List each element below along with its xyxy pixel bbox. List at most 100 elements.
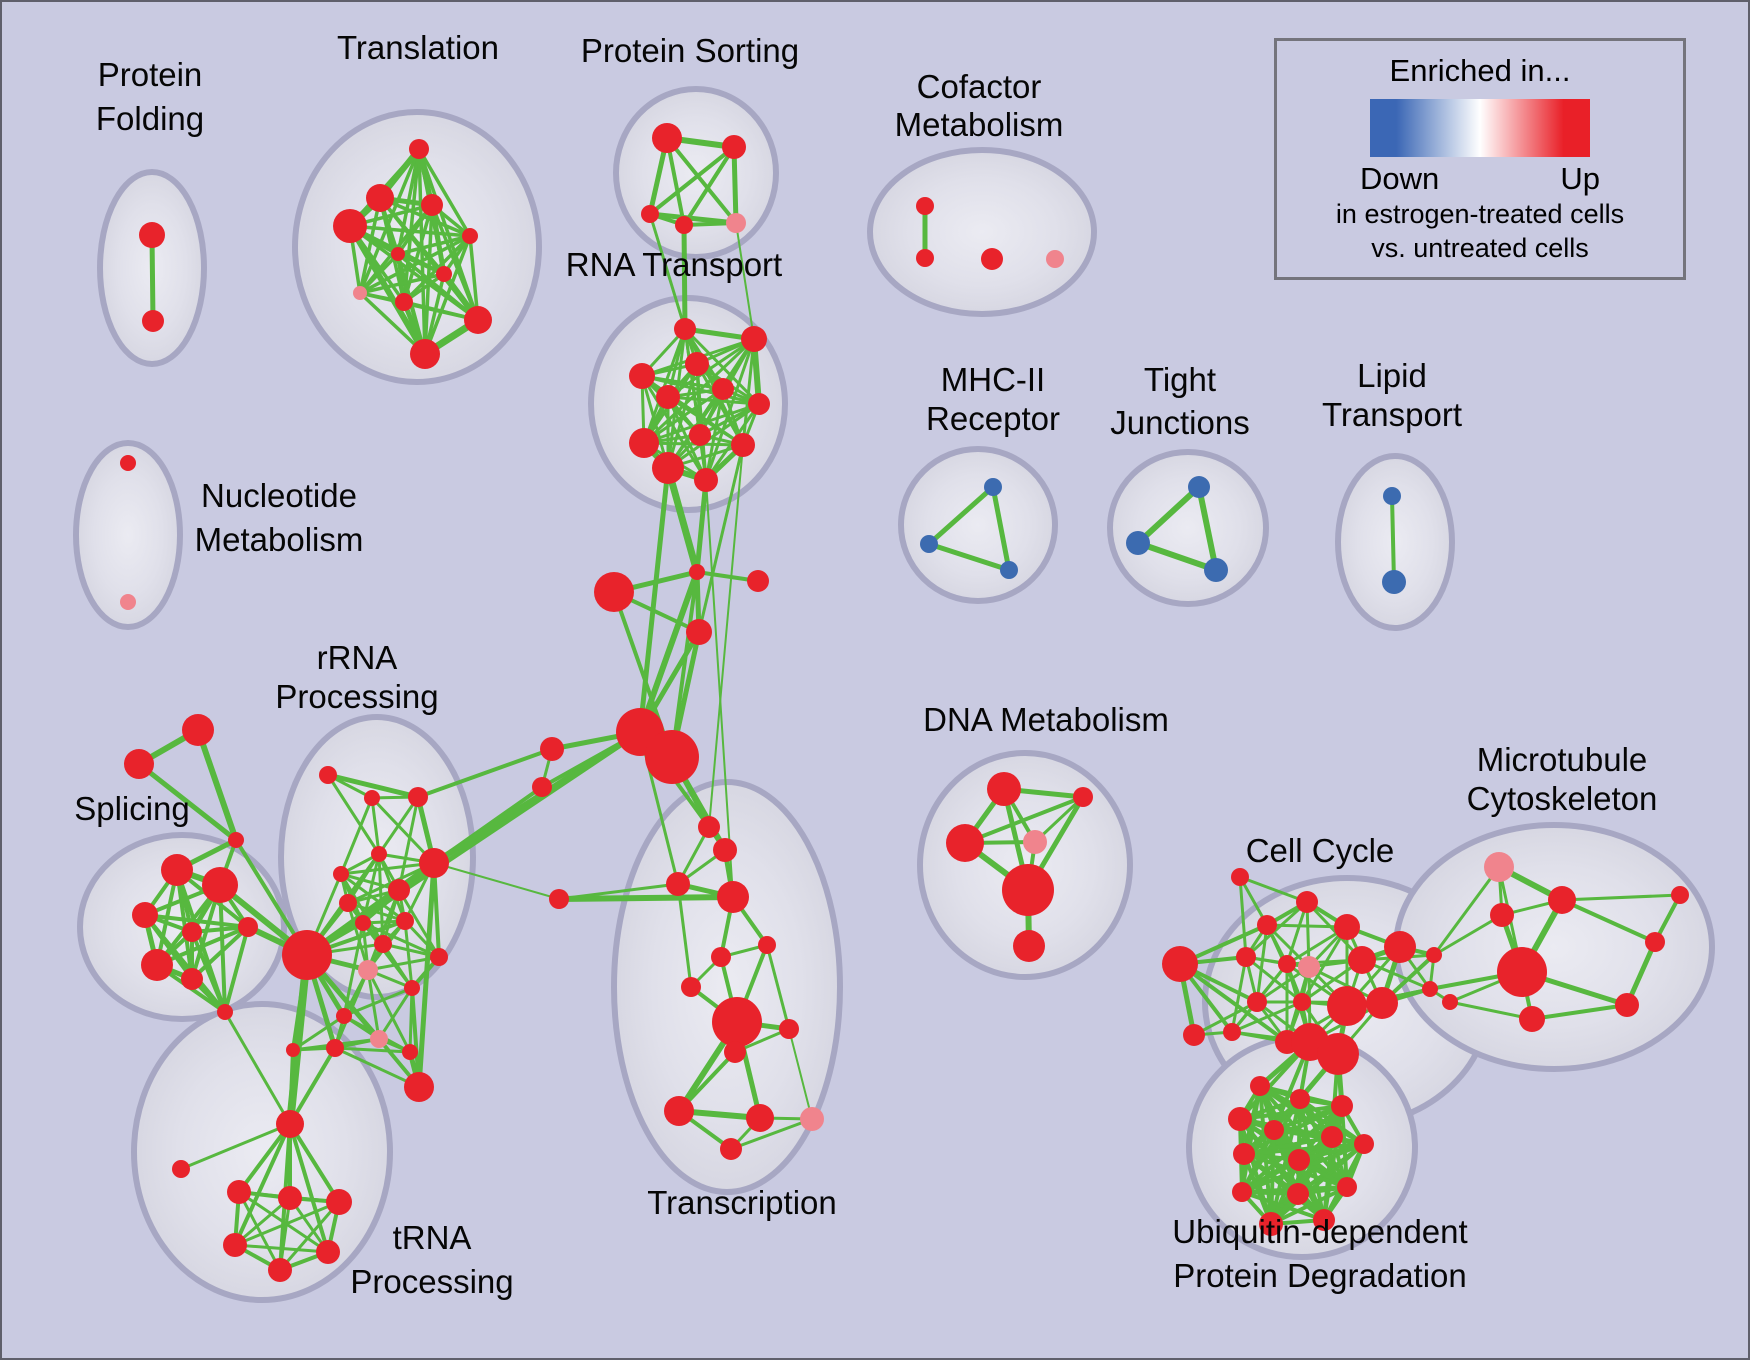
edge: [705, 479, 734, 898]
edge: [288, 1122, 330, 1254]
transcription-node-3: [717, 881, 749, 913]
microtubule-cytoskeleton-node-0: [1484, 852, 1514, 882]
edge: [370, 796, 381, 856]
cofactor-metabolism-node-0: [916, 197, 934, 215]
cofactor-metabolism-label-1: Metabolism: [895, 106, 1064, 143]
transcription-node-10: [664, 1096, 694, 1126]
rna-transport-node-10: [652, 452, 684, 484]
connectors-node-6: [540, 737, 564, 761]
edge: [397, 888, 441, 959]
rrna-processing-label-0: rRNA: [317, 639, 398, 676]
cell-cycle-node-11: [1293, 993, 1311, 1011]
edge: [1240, 1190, 1326, 1222]
edge: [557, 882, 680, 901]
ubiquitin-degradation-node-12: [1259, 1212, 1283, 1236]
rna-transport-node-8: [629, 428, 659, 458]
ubiquitin-degradation-node-0: [1250, 1076, 1270, 1096]
edge: [433, 862, 560, 900]
rrna-processing-node-16: [370, 1030, 388, 1048]
ubiquitin-degradation-node-4: [1264, 1120, 1284, 1140]
connectors-node-3: [686, 619, 712, 645]
edge: [682, 145, 736, 227]
edge: [396, 252, 480, 322]
edge: [417, 147, 472, 238]
translation-node-6: [436, 266, 452, 282]
edge: [1178, 962, 1289, 1044]
edge: [233, 1122, 292, 1247]
ubiquitin-degradation-node-11: [1337, 1177, 1357, 1197]
protein-sorting-node-4: [726, 213, 746, 233]
edge: [179, 1122, 292, 1171]
edge: [637, 569, 700, 735]
edge: [1135, 540, 1219, 573]
rrna-processing-label-1: Processing: [275, 678, 438, 715]
edge: [1560, 898, 1657, 944]
nucleotide-metabolism-node-1: [120, 594, 136, 610]
dna-metabolism-node-0: [987, 772, 1021, 806]
cell-cycle-node-13: [1366, 987, 1398, 1019]
microtubule-cytoskeleton-node-6: [1615, 993, 1639, 1017]
edge: [1448, 1000, 1534, 1021]
edge: [136, 761, 239, 843]
edge: [416, 860, 437, 1090]
edge: [1560, 893, 1682, 902]
edge: [333, 1046, 421, 1089]
edge: [788, 1028, 813, 1120]
rrna-processing-node-11: [282, 930, 332, 980]
legend-box: Enriched in... Down Up in estrogen-treat…: [1274, 38, 1686, 280]
rrna-processing-node-18: [286, 1043, 300, 1057]
edge: [731, 144, 739, 226]
edge: [665, 136, 738, 225]
edge: [402, 203, 434, 304]
rna-transport-node-9: [731, 433, 755, 457]
edge: [676, 882, 693, 989]
edge: [358, 196, 382, 295]
ubiquitin-degradation-node-3: [1228, 1107, 1252, 1131]
rrna-processing-node-2: [408, 787, 428, 807]
edge: [1192, 1000, 1259, 1037]
ubiquitin-degradation-node-1: [1290, 1089, 1310, 1109]
cell-cycle-node-19: [1426, 947, 1442, 963]
edge: [681, 222, 688, 332]
splicing-node-2: [132, 902, 158, 928]
cofactor-metabolism-node-3: [1046, 250, 1064, 268]
edge: [190, 930, 227, 1014]
edge: [403, 919, 414, 990]
edge: [1242, 1142, 1366, 1156]
rna-transport-node-5: [712, 378, 734, 400]
connectors-node-8: [182, 714, 214, 746]
edge: [926, 541, 1012, 573]
mhc2-receptor-node-0: [984, 478, 1002, 496]
edge: [155, 925, 250, 967]
edge: [347, 223, 428, 357]
rrna-processing-node-10: [374, 935, 392, 953]
dna-metabolism-node-1: [1073, 787, 1093, 807]
protein-sorting-node-3: [675, 216, 693, 234]
lipid-transport-label-1: Transport: [1322, 396, 1462, 433]
translation-node-5: [391, 247, 405, 261]
edge: [729, 1117, 814, 1151]
transcription-node-1: [713, 838, 737, 862]
microtubule-cytoskeleton-node-1: [1548, 886, 1576, 914]
cell-cycle-node-2: [1257, 915, 1277, 935]
mhc2-receptor-node-1: [920, 535, 938, 553]
transcription-node-12: [800, 1107, 824, 1131]
edge: [348, 224, 472, 238]
splicing-node-1: [202, 867, 238, 903]
connectors-node-5: [645, 730, 699, 784]
protein-folding-label-1: Folding: [96, 100, 204, 137]
edge: [278, 1196, 292, 1272]
legend-subtitle-line2: vs. untreated cells: [1371, 233, 1589, 263]
mhc2-receptor-ellipse: [898, 446, 1058, 604]
edge: [432, 861, 441, 959]
mhc2-receptor-label-0: MHC-II: [941, 361, 1045, 398]
edge: [640, 374, 708, 482]
edge: [1196, 484, 1219, 573]
edge: [397, 795, 420, 892]
nucleotide-metabolism-ellipse: [73, 440, 183, 630]
transcription-node-6: [681, 977, 701, 997]
edge: [1269, 1135, 1334, 1226]
cell-cycle-node-8: [1348, 946, 1376, 974]
edge: [358, 234, 472, 295]
edge: [429, 202, 447, 277]
